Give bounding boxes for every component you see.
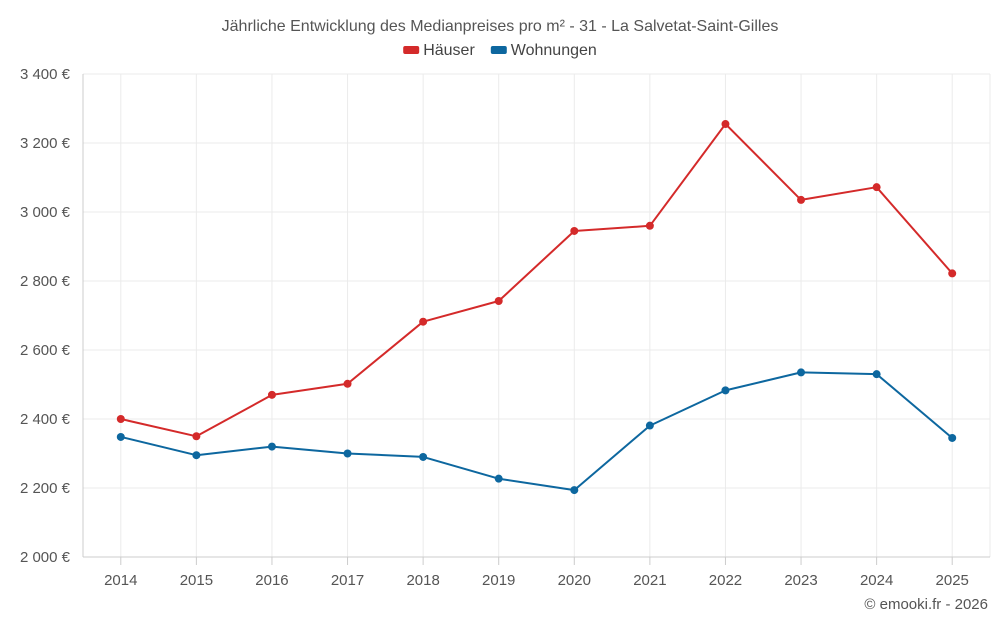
legend-swatch [490,46,507,54]
x-tick-label: 2022 [709,572,742,589]
data-point [192,451,201,460]
data-point [494,474,503,483]
y-tick-label: 2 600 € [20,342,71,359]
series-line [120,371,953,492]
x-tick-label: 2025 [936,572,969,589]
data-point [797,195,806,204]
legend: Häuser Wohnungen [403,42,597,59]
data-point [267,390,276,399]
data-point [494,297,503,306]
x-tick-label: 2017 [331,572,364,589]
x-tick-label: 2015 [180,572,213,589]
legend-label: Wohnungen [511,42,597,59]
data-point [645,421,654,430]
data-point [267,442,276,451]
y-tick-label: 2 200 € [20,480,71,497]
y-tick-label: 2 400 € [20,411,71,428]
legend-swatch [403,46,420,54]
x-tick-label: 2018 [406,572,439,589]
grid [83,73,990,557]
data-point [419,317,428,326]
data-point [570,226,579,235]
series-wohnungen [116,368,957,495]
y-tick-label: 2 000 € [20,549,71,566]
x-tick-label: 2014 [104,572,137,589]
series-häuser [116,120,957,441]
data-point [872,370,881,379]
x-tick-label: 2020 [558,572,591,589]
series-layer [116,120,957,495]
credit-text: © emooki.fr - 2026 [864,596,988,613]
data-point [948,269,957,278]
data-point [721,120,730,129]
data-point [343,449,352,458]
legend-label: Häuser [423,42,475,59]
y-tick-label: 3 200 € [20,135,71,152]
data-point [570,486,579,495]
x-tick-label: 2023 [784,572,817,589]
data-point [419,452,428,461]
axes: 2 000 € 2 200 € 2 400 € 2 600 € 2 800 € 3 000… [20,66,991,589]
data-point [116,415,125,423]
data-point [116,432,125,441]
x-tick-label: 2021 [633,572,666,589]
data-point [797,368,806,377]
data-point [872,183,881,192]
data-point [948,433,957,442]
y-tick-label: 2 800 € [20,273,71,290]
x-tick-label: 2016 [255,572,288,589]
legend-item-wohnungen: Wohnungen [490,42,597,59]
y-tick-label: 3 400 € [20,66,71,83]
data-point [343,379,352,388]
legend-item-häuser: Häuser [403,42,475,59]
data-point [192,432,201,441]
chart-title: Jährliche Entwicklung des Medianpreises … [222,18,779,35]
data-point [721,386,730,395]
series-line [120,123,953,438]
y-tick-label: 3 000 € [20,204,71,221]
x-tick-label: 2019 [482,572,515,589]
data-point [645,221,654,230]
x-tick-label: 2024 [860,572,893,589]
